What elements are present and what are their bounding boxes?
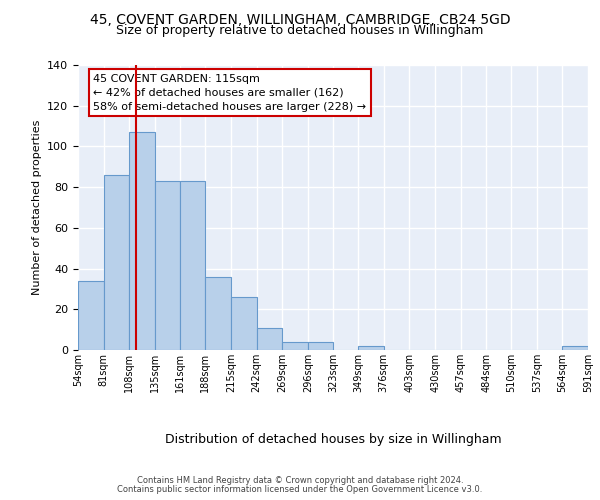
Bar <box>562 346 588 350</box>
Bar <box>179 181 205 350</box>
Bar <box>78 281 104 350</box>
Text: Size of property relative to detached houses in Willingham: Size of property relative to detached ho… <box>116 24 484 37</box>
Bar <box>257 328 282 350</box>
Bar <box>231 297 257 350</box>
Bar <box>205 276 231 350</box>
Bar <box>129 132 155 350</box>
Bar <box>155 181 179 350</box>
Bar <box>308 342 334 350</box>
Text: Distribution of detached houses by size in Willingham: Distribution of detached houses by size … <box>164 432 502 446</box>
Bar <box>104 175 129 350</box>
Y-axis label: Number of detached properties: Number of detached properties <box>32 120 41 295</box>
Bar <box>282 342 308 350</box>
Text: Contains public sector information licensed under the Open Government Licence v3: Contains public sector information licen… <box>118 485 482 494</box>
Text: 45, COVENT GARDEN, WILLINGHAM, CAMBRIDGE, CB24 5GD: 45, COVENT GARDEN, WILLINGHAM, CAMBRIDGE… <box>89 12 511 26</box>
Bar <box>358 346 384 350</box>
Text: Contains HM Land Registry data © Crown copyright and database right 2024.: Contains HM Land Registry data © Crown c… <box>137 476 463 485</box>
Text: 45 COVENT GARDEN: 115sqm
← 42% of detached houses are smaller (162)
58% of semi-: 45 COVENT GARDEN: 115sqm ← 42% of detach… <box>94 74 367 112</box>
